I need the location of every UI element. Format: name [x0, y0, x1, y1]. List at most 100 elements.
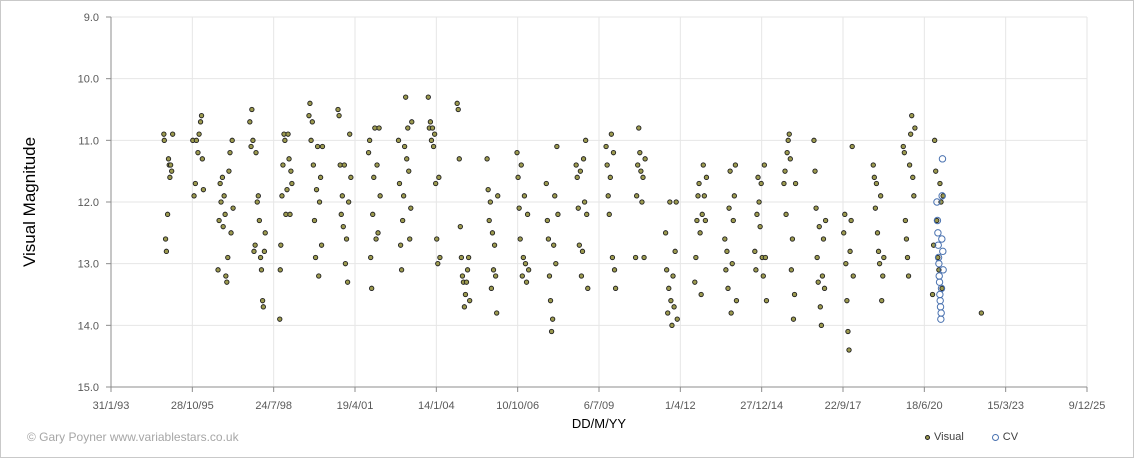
visual-point [841, 230, 847, 236]
visual-point [606, 211, 612, 217]
visual-point [262, 230, 268, 236]
visual-point [465, 254, 472, 261]
visual-point [347, 131, 353, 137]
visual-point [900, 143, 906, 150]
visual-point [216, 217, 222, 224]
visual-point [722, 236, 728, 242]
visual-point [488, 285, 495, 291]
legend-item-visual: Visual [925, 431, 964, 443]
visual-point [638, 168, 644, 174]
visual-point [758, 180, 764, 187]
visual-point [524, 211, 531, 217]
cv-point [936, 296, 944, 305]
visual-point [610, 150, 617, 156]
visual-point [755, 174, 761, 180]
legend: Visual CV [925, 431, 1018, 443]
visual-point [230, 205, 236, 211]
visual-point [874, 230, 881, 236]
visual-point [929, 291, 936, 298]
visual-point [161, 137, 167, 143]
visual-point [811, 137, 817, 143]
visual-point [366, 137, 373, 143]
visual-point [398, 267, 405, 273]
visual-point [905, 273, 912, 279]
visual-point [259, 298, 266, 304]
cv-point [935, 259, 943, 268]
y-tick-label: 13.0 [78, 259, 99, 271]
y-tick-label: 9.0 [84, 12, 99, 24]
visual-point [280, 162, 286, 168]
visual-point [844, 298, 850, 304]
visual-point [457, 224, 463, 230]
visual-point [490, 267, 497, 273]
visual-point [911, 193, 917, 199]
cv-point [936, 303, 945, 311]
cv-point [934, 241, 942, 249]
visual-point [257, 254, 264, 261]
visual-point [282, 137, 288, 143]
visual-point [937, 180, 943, 187]
visual-point [904, 254, 911, 261]
visual-point [459, 273, 466, 279]
legend-visual-marker-icon [925, 434, 930, 440]
visual-point [578, 273, 585, 279]
visual-point [191, 193, 197, 199]
visual-point [910, 174, 916, 180]
visual-point [607, 174, 613, 180]
visual-point [310, 162, 317, 168]
visual-point [667, 199, 673, 205]
visual-point [406, 168, 412, 174]
visual-point [375, 230, 381, 236]
visual-point [170, 131, 176, 137]
visual-point [939, 285, 945, 291]
x-tick-label: 31/1/93 [93, 400, 130, 412]
visual-point [575, 205, 581, 211]
visual-point [757, 224, 763, 230]
visual-point [437, 254, 443, 261]
visual-point [318, 242, 325, 248]
visual-point [662, 230, 669, 236]
visual-point [693, 254, 699, 261]
visual-point [760, 273, 766, 279]
visual-point [791, 291, 798, 298]
visual-point [277, 267, 283, 273]
visual-point [251, 248, 257, 254]
visual-point [491, 242, 498, 248]
visual-point [518, 162, 524, 168]
visual-point [553, 261, 559, 267]
visual-point [342, 261, 349, 267]
visual-point [288, 168, 294, 174]
visual-point [169, 168, 175, 174]
visual-point [368, 254, 374, 261]
visual-point [669, 322, 675, 328]
visual-point [673, 199, 679, 205]
visual-point [408, 205, 414, 211]
visual-point [636, 125, 642, 131]
visual-point [933, 168, 939, 174]
visual-point [552, 193, 558, 199]
visual-point [341, 162, 347, 168]
visual-point [313, 187, 320, 193]
visual-point [604, 162, 610, 168]
visual-point [698, 291, 704, 298]
visual-point [167, 174, 173, 180]
visual-point [700, 162, 706, 168]
visual-point [200, 187, 207, 193]
visual-point [198, 113, 205, 119]
visual-point [637, 150, 643, 156]
visual-point [229, 137, 235, 143]
visual-point [696, 180, 702, 187]
visual-point [664, 267, 670, 273]
visual-point [312, 254, 319, 261]
visual-point [584, 211, 590, 217]
visual-point [425, 94, 431, 100]
visual-point [404, 156, 410, 162]
visual-point [286, 156, 292, 162]
visual-point [279, 193, 285, 199]
visual-point [256, 217, 263, 224]
x-tick-label: 14/1/04 [418, 400, 455, 412]
visual-point [731, 193, 737, 199]
visual-point [906, 162, 913, 168]
visual-point [585, 285, 591, 291]
visual-point [870, 162, 876, 168]
